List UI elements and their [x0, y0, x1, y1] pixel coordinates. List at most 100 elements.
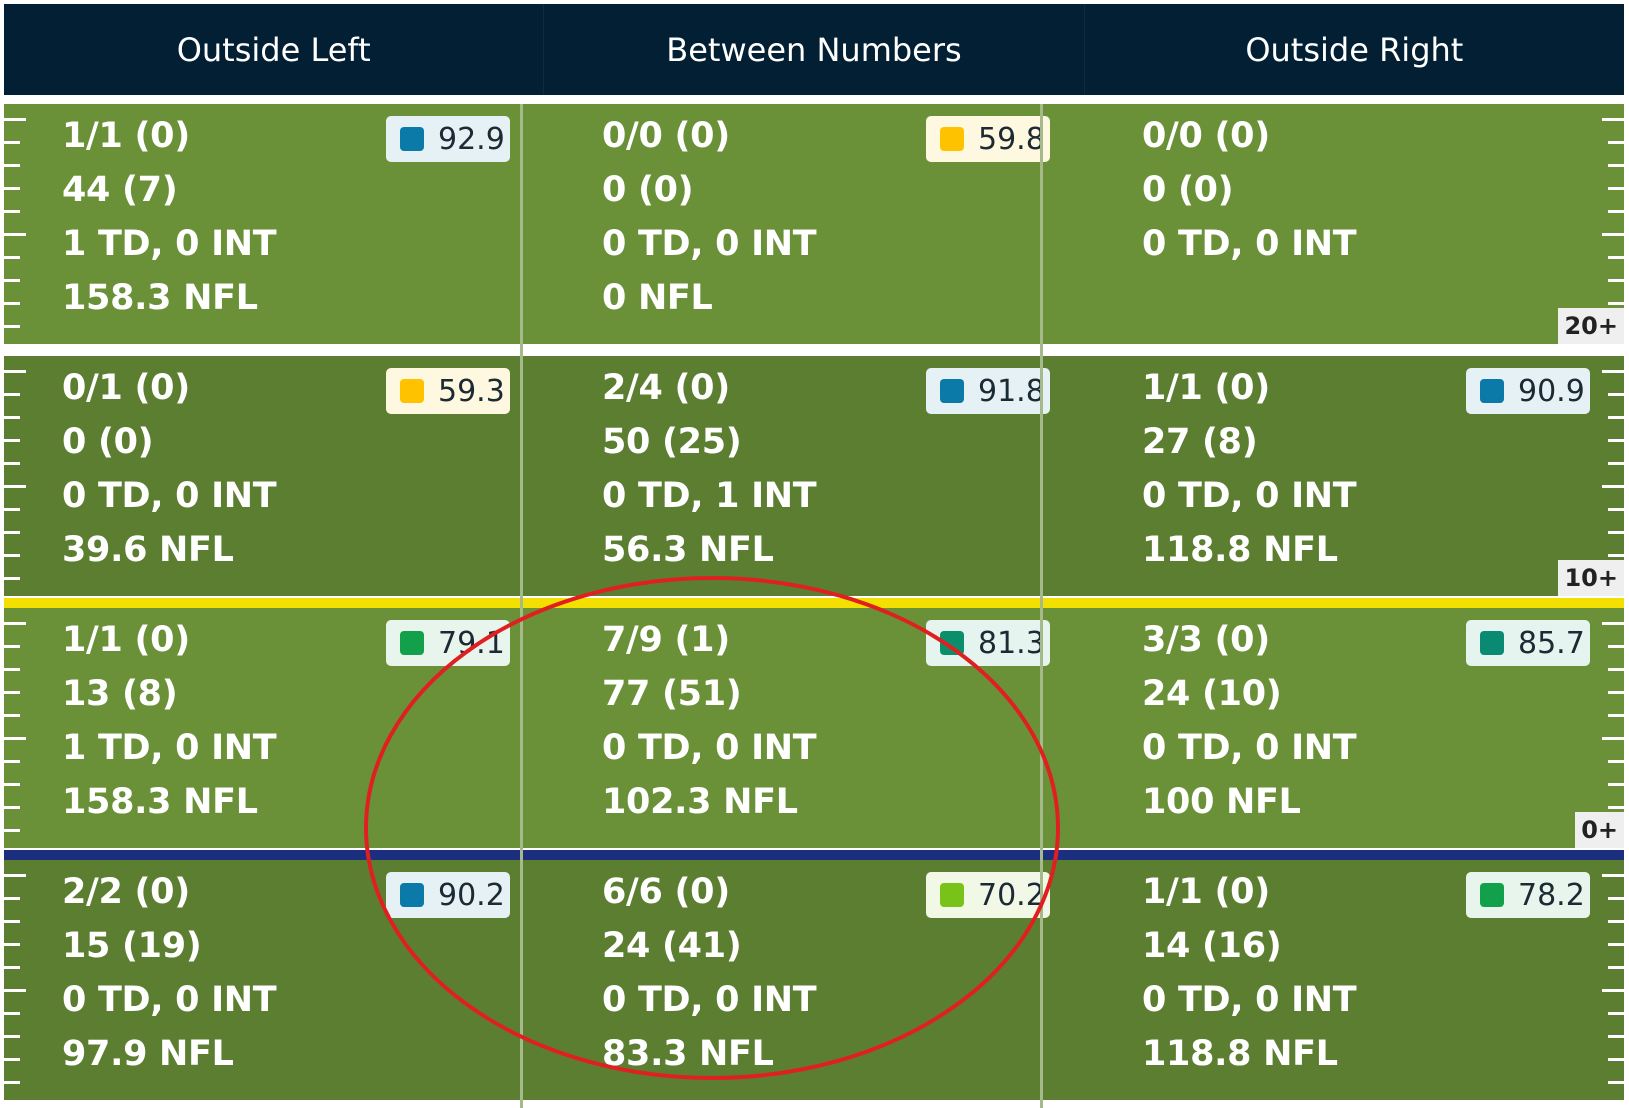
completions-attempts: 1/1 (0)	[1142, 872, 1270, 912]
yard-marker-label: 10+	[1558, 560, 1624, 596]
hash-marks-left	[4, 104, 26, 344]
hash-marks-right	[1602, 860, 1624, 1100]
grade-color-icon	[940, 631, 964, 655]
nfl-rating: 118.8 NFL	[1142, 1034, 1338, 1074]
divider-20-line	[4, 346, 1624, 356]
first-down-line	[4, 598, 1624, 608]
yards-air-yards: 0 (0)	[602, 170, 694, 210]
td-int: 0 TD, 0 INT	[602, 224, 817, 264]
completions-attempts: 0/0 (0)	[602, 116, 730, 156]
grade-badge: 90.2	[386, 872, 510, 918]
column-header-outside-left: Outside Left	[176, 30, 371, 69]
td-int: 0 TD, 0 INT	[62, 980, 277, 1020]
nfl-rating: 102.3 NFL	[602, 782, 798, 822]
grade-color-icon	[940, 127, 964, 151]
grade-value: 92.9	[438, 121, 505, 157]
yards-air-yards: 0 (0)	[1142, 170, 1234, 210]
completions-attempts: 7/9 (1)	[602, 620, 730, 660]
grade-badge: 81.3	[926, 620, 1050, 666]
grade-value: 79.1	[438, 625, 505, 661]
column-header-outside-right: Outside Right	[1245, 30, 1464, 69]
grade-badge: 90.9	[1466, 368, 1590, 414]
td-int: 0 TD, 0 INT	[602, 980, 817, 1020]
column-header-between-numbers: Between Numbers	[666, 30, 962, 69]
field-zone-row: 1/1 (0) 44 (7) 1 TD, 0 INT 158.3 NFL 92.9 0/0…	[4, 104, 1624, 344]
completions-attempts: 2/2 (0)	[62, 872, 190, 912]
grade-badge: 92.9	[386, 116, 510, 162]
yards-air-yards: 27 (8)	[1142, 422, 1258, 462]
nfl-rating: 100 NFL	[1142, 782, 1301, 822]
grade-badge: 79.1	[386, 620, 510, 666]
grade-color-icon	[400, 631, 424, 655]
td-int: 1 TD, 0 INT	[62, 224, 277, 264]
td-int: 1 TD, 0 INT	[62, 728, 277, 768]
grade-color-icon	[1480, 379, 1504, 403]
nfl-rating: 39.6 NFL	[62, 530, 234, 570]
numbers-line	[520, 104, 523, 1108]
td-int: 0 TD, 0 INT	[1142, 728, 1357, 768]
grade-color-icon	[1480, 631, 1504, 655]
yards-air-yards: 77 (51)	[602, 674, 742, 714]
hash-marks-right	[1602, 104, 1624, 344]
zone-cell: 3/3 (0) 24 (10) 0 TD, 0 INT 100 NFL 85.7	[1084, 608, 1622, 848]
grade-value: 90.9	[1518, 373, 1585, 409]
yard-marker-label: 20+	[1558, 308, 1624, 344]
completions-attempts: 1/1 (0)	[62, 620, 190, 660]
grade-badge: 91.8	[926, 368, 1050, 414]
numbers-line	[1040, 104, 1043, 1108]
nfl-rating: 83.3 NFL	[602, 1034, 774, 1074]
yards-air-yards: 24 (41)	[602, 926, 742, 966]
zone-cell: 0/1 (0) 0 (0) 0 TD, 0 INT 39.6 NFL 59.3	[4, 356, 542, 596]
field-zone-row: 2/2 (0) 15 (19) 0 TD, 0 INT 97.9 NFL 90.2 6/6…	[4, 860, 1624, 1100]
zone-cell: 6/6 (0) 24 (41) 0 TD, 0 INT 83.3 NFL 70.2	[544, 860, 1082, 1100]
grade-value: 70.2	[978, 877, 1045, 913]
nfl-rating: 56.3 NFL	[602, 530, 774, 570]
yards-air-yards: 24 (10)	[1142, 674, 1282, 714]
nfl-rating: 118.8 NFL	[1142, 530, 1338, 570]
grade-badge: 59.8	[926, 116, 1050, 162]
yards-air-yards: 13 (8)	[62, 674, 178, 714]
completions-attempts: 1/1 (0)	[1142, 368, 1270, 408]
td-int: 0 TD, 0 INT	[1142, 476, 1357, 516]
completions-attempts: 6/6 (0)	[602, 872, 730, 912]
completions-attempts: 0/0 (0)	[1142, 116, 1270, 156]
yard-marker-label: 0+	[1575, 812, 1624, 848]
zone-cell: 2/4 (0) 50 (25) 0 TD, 1 INT 56.3 NFL 91.8	[544, 356, 1082, 596]
grade-color-icon	[400, 379, 424, 403]
grade-value: 90.2	[438, 877, 505, 913]
hash-marks-left	[4, 608, 26, 848]
grade-color-icon	[940, 379, 964, 403]
nfl-rating: 97.9 NFL	[62, 1034, 234, 1074]
nfl-rating: 158.3 NFL	[62, 782, 258, 822]
header-divider	[1083, 4, 1085, 95]
field-zone-row: 1/1 (0) 13 (8) 1 TD, 0 INT 158.3 NFL 79.1 7/9…	[4, 608, 1624, 848]
header-divider	[543, 4, 545, 95]
yards-air-yards: 0 (0)	[62, 422, 154, 462]
field-zone-row: 0/1 (0) 0 (0) 0 TD, 0 INT 39.6 NFL 59.3 2/4 (…	[4, 356, 1624, 596]
zone-cell: 0/0 (0) 0 (0) 0 TD, 0 INT 0 NFL 59.8	[544, 104, 1082, 344]
grade-value: 59.3	[438, 373, 505, 409]
td-int: 0 TD, 1 INT	[602, 476, 817, 516]
grade-color-icon	[1480, 883, 1504, 907]
column-header-bar: Outside Left Between Numbers Outside Rig…	[4, 4, 1624, 95]
zone-cell: 2/2 (0) 15 (19) 0 TD, 0 INT 97.9 NFL 90.2	[4, 860, 542, 1100]
line-of-scrimmage	[4, 850, 1624, 860]
td-int: 0 TD, 0 INT	[62, 476, 277, 516]
zone-cell: 1/1 (0) 27 (8) 0 TD, 0 INT 118.8 NFL 90.9	[1084, 356, 1622, 596]
grade-color-icon	[940, 883, 964, 907]
grade-value: 59.8	[978, 121, 1045, 157]
td-int: 0 TD, 0 INT	[602, 728, 817, 768]
zone-cell: 7/9 (1) 77 (51) 0 TD, 0 INT 102.3 NFL 81.3	[544, 608, 1082, 848]
passing-zone-field: 1/1 (0) 44 (7) 1 TD, 0 INT 158.3 NFL 92.9 0/0…	[4, 104, 1624, 1108]
grade-badge: 70.2	[926, 872, 1050, 918]
hash-marks-left	[4, 356, 26, 596]
grade-value: 85.7	[1518, 625, 1585, 661]
grade-value: 91.8	[978, 373, 1045, 409]
yards-air-yards: 15 (19)	[62, 926, 202, 966]
completions-attempts: 3/3 (0)	[1142, 620, 1270, 660]
zone-cell: 1/1 (0) 44 (7) 1 TD, 0 INT 158.3 NFL 92.9	[4, 104, 542, 344]
grade-value: 78.2	[1518, 877, 1585, 913]
hash-marks-left	[4, 860, 26, 1100]
grade-value: 81.3	[978, 625, 1045, 661]
grade-badge: 59.3	[386, 368, 510, 414]
